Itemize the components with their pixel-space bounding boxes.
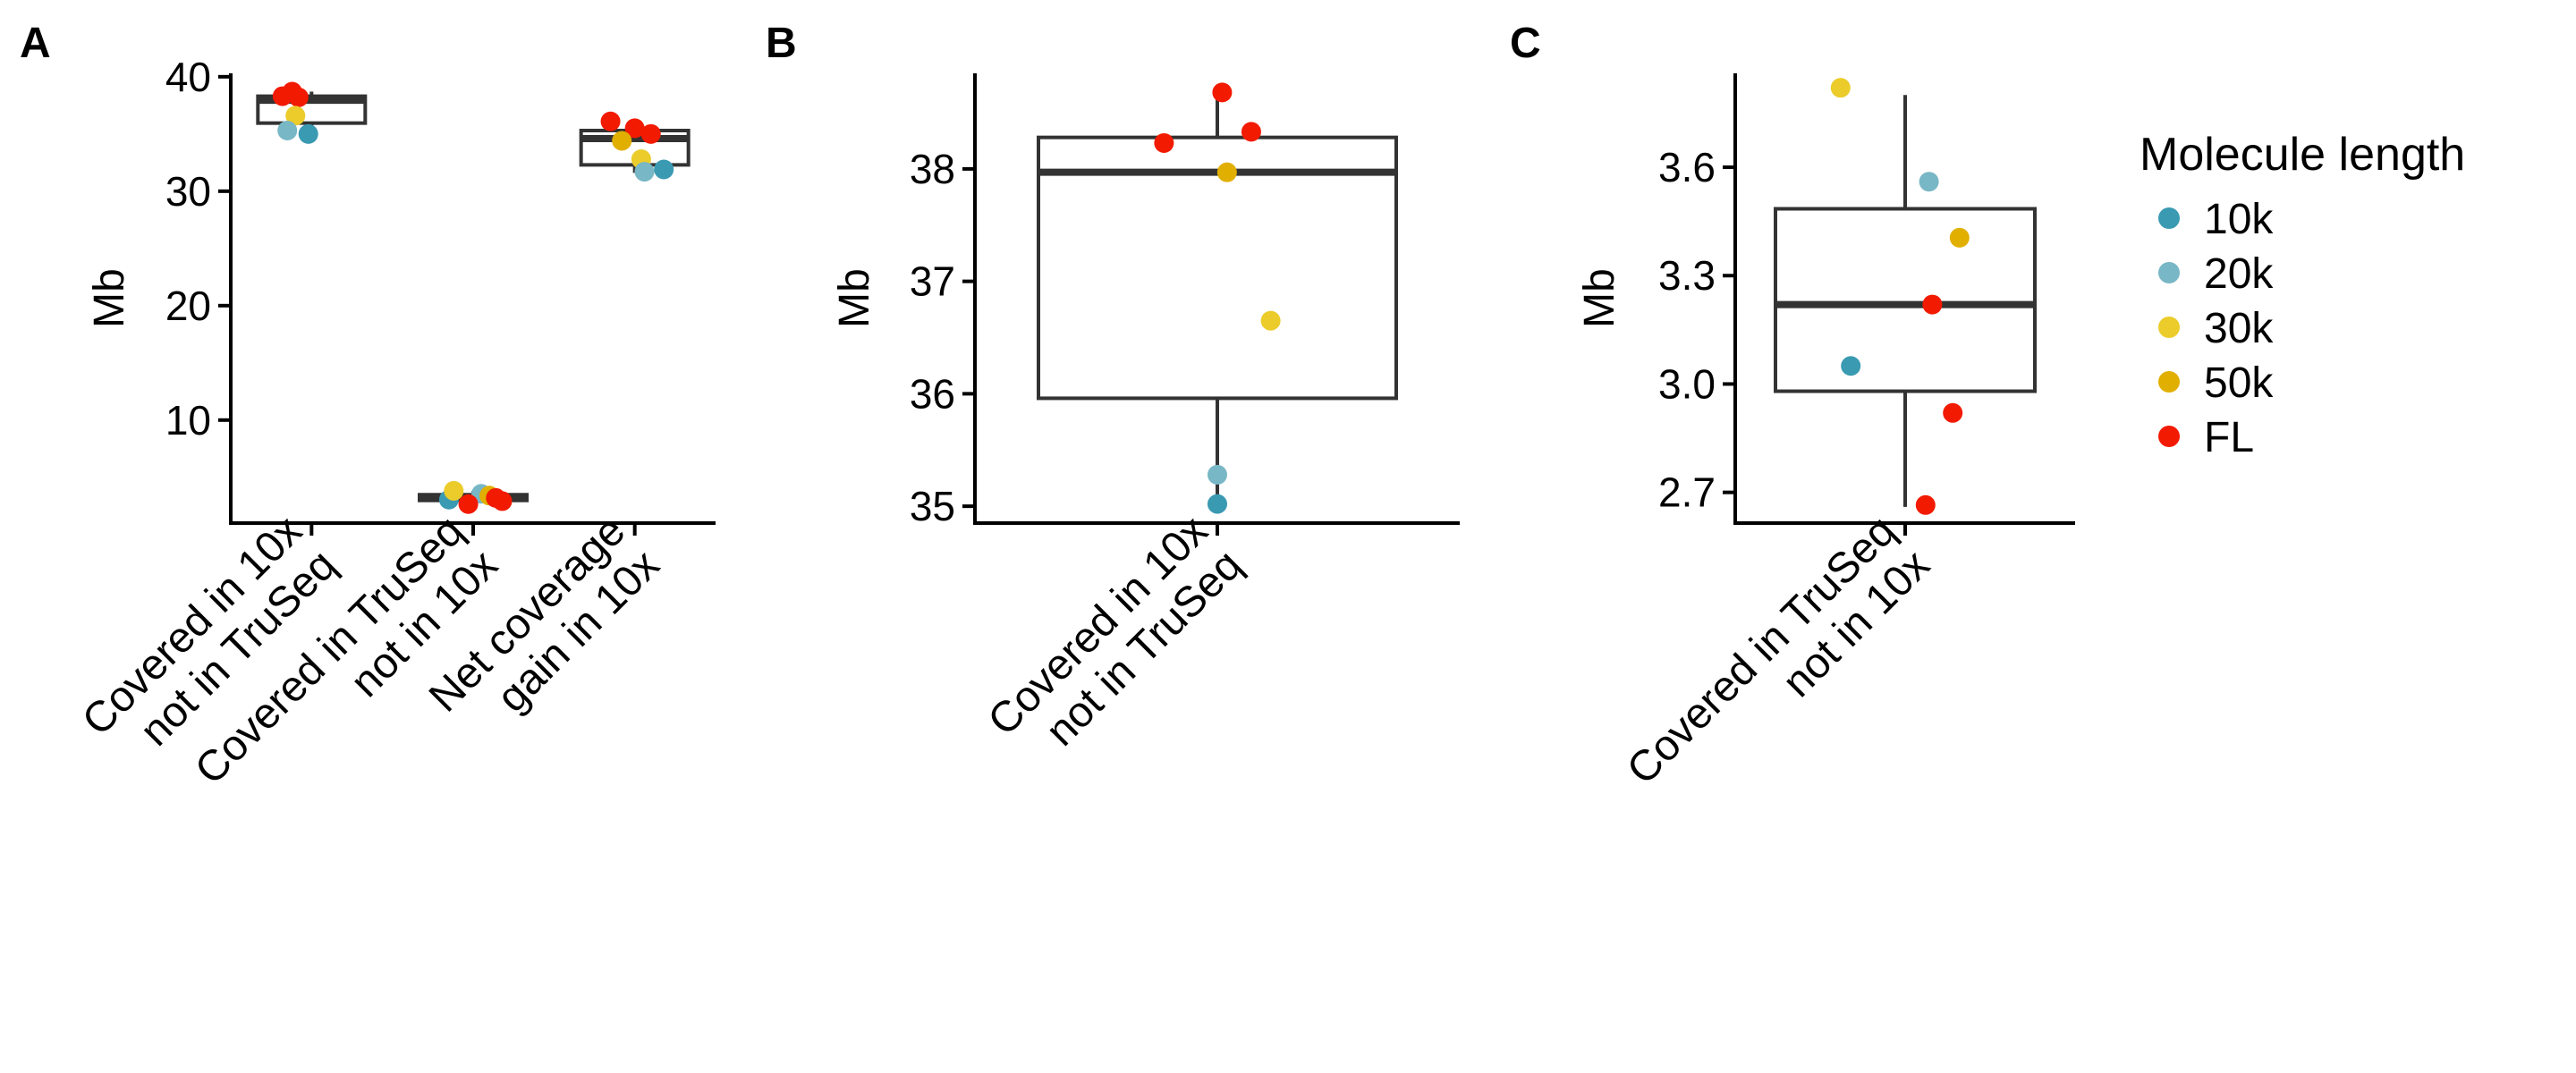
box-iqr xyxy=(1774,207,2037,393)
y-axis-title: Mb xyxy=(1576,268,1623,328)
y-tick-label: 3.0 xyxy=(1658,360,1716,407)
data-point-10k xyxy=(654,159,674,180)
y-tick-label: 2.7 xyxy=(1658,469,1716,516)
data-point-30k xyxy=(1830,78,1851,98)
y-tick-label: 37 xyxy=(910,258,955,305)
data-point-30k xyxy=(1260,310,1281,331)
data-point-fl xyxy=(1154,132,1174,153)
y-tick-label: 30 xyxy=(165,168,211,215)
panel-letter: C xyxy=(1510,20,1541,67)
legend-swatch xyxy=(2158,317,2180,338)
data-point-fl xyxy=(640,123,661,144)
legend-swatch xyxy=(2158,207,2180,229)
data-point-30k xyxy=(444,480,464,501)
y-tick-label: 40 xyxy=(165,54,211,100)
data-point-10k xyxy=(298,123,318,144)
y-tick-label: 35 xyxy=(910,483,955,529)
y-tick-label: 36 xyxy=(910,370,955,417)
legend-swatch xyxy=(2158,426,2180,447)
y-axis-title: Mb xyxy=(86,268,133,328)
data-point-fl xyxy=(1915,494,1936,515)
legend-title: Molecule length xyxy=(2140,129,2465,181)
legend-label: 10k xyxy=(2204,196,2274,243)
data-point-20k xyxy=(1208,464,1227,485)
legend-label: FL xyxy=(2204,414,2254,461)
box-iqr xyxy=(1037,135,1398,401)
data-point-fl xyxy=(1922,294,1943,315)
y-tick-label: 3.6 xyxy=(1658,144,1716,190)
data-point-fl xyxy=(1241,122,1261,142)
data-point-20k xyxy=(634,162,655,182)
legend-label: 50k xyxy=(2204,359,2274,407)
data-point-20k xyxy=(277,120,298,140)
data-point-fl xyxy=(458,494,479,514)
data-point-fl xyxy=(1212,82,1233,103)
data-point-fl xyxy=(492,491,513,511)
y-axis-title: Mb xyxy=(831,268,878,328)
y-tick-label: 3.3 xyxy=(1658,252,1716,299)
data-point-50k xyxy=(1949,227,1970,248)
legend-label: 20k xyxy=(2204,250,2274,298)
data-point-10k xyxy=(1841,356,1861,376)
data-point-10k xyxy=(1208,494,1227,514)
data-point-fl xyxy=(288,87,309,107)
legend-swatch xyxy=(2158,371,2180,393)
y-tick-label: 20 xyxy=(165,283,211,329)
data-point-fl xyxy=(1943,402,1963,423)
data-point-30k xyxy=(285,106,306,126)
data-point-50k xyxy=(612,131,632,151)
data-point-fl xyxy=(600,111,621,131)
y-tick-label: 10 xyxy=(165,397,211,444)
legend-swatch xyxy=(2158,262,2180,283)
legend: Molecule length 10k 20k 30k 50k FL xyxy=(2140,129,2465,461)
y-tick-label: 38 xyxy=(910,146,955,192)
panel-letter: A xyxy=(20,20,51,67)
legend-label: 30k xyxy=(2204,305,2274,352)
data-point-50k xyxy=(1216,162,1237,182)
panel-letter: B xyxy=(766,20,797,67)
data-point-fl xyxy=(624,118,645,139)
data-point-20k xyxy=(1919,172,1939,192)
